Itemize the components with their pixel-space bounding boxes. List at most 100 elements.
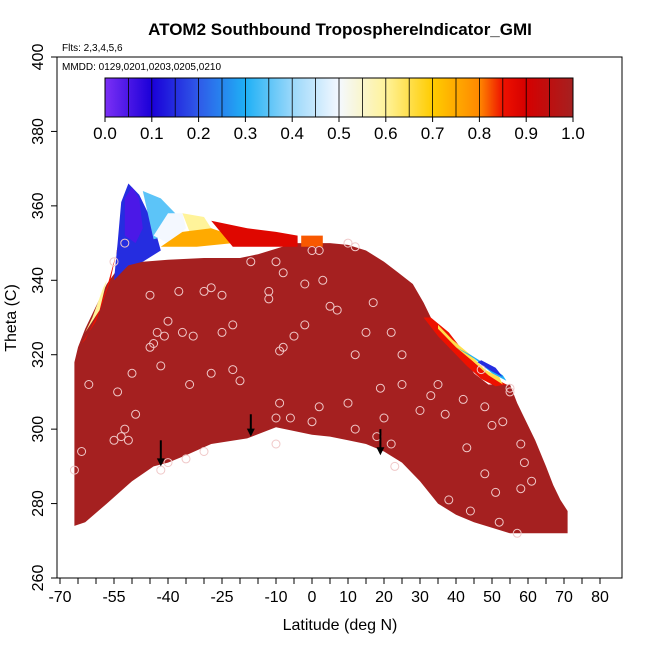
- observation-point: [325, 301, 335, 311]
- observation-point: [516, 439, 526, 449]
- plot-area: [69, 183, 568, 538]
- observation-point: [386, 327, 396, 337]
- observation-point: [163, 458, 173, 468]
- observation-point: [174, 286, 184, 296]
- observation-point: [343, 238, 353, 248]
- observation-point: [505, 383, 515, 393]
- colorbar-tick-label: 0.0: [93, 124, 117, 143]
- observation-point: [84, 380, 94, 389]
- observation-point: [199, 447, 209, 456]
- tropopause-arrow: [246, 414, 255, 437]
- observation-point: [109, 435, 119, 445]
- y-axis-label: Theta (C): [3, 284, 20, 352]
- y-axis: 260 280 300 320 340 360 380 400: [30, 44, 57, 592]
- colorbar-tick-label: 0.1: [140, 124, 164, 143]
- dates-label: MMDD: 0129,0201,0203,0205,0210: [62, 62, 221, 73]
- observation-point: [123, 435, 133, 445]
- observation-point: [77, 447, 87, 456]
- observation-point: [350, 424, 360, 434]
- observation-point: [120, 238, 130, 248]
- arrow-head: [246, 428, 255, 437]
- observation-point: [228, 365, 238, 375]
- arrow-head: [376, 447, 385, 456]
- x-tick-label: 40: [447, 589, 465, 606]
- observation-point: [156, 361, 166, 371]
- y-tick-label: 400: [30, 44, 47, 71]
- x-tick-label: 80: [591, 589, 609, 606]
- colorbar-tick-label: 0.4: [280, 124, 304, 143]
- x-axis: -70 -55 -40 -25 -10 0 10 20 30 40 50 60 70 80: [48, 578, 609, 606]
- observation-point: [415, 406, 425, 415]
- observation-point: [217, 327, 227, 337]
- tropopause-arrow: [376, 429, 385, 456]
- x-tick-label: 70: [555, 589, 573, 606]
- observation-point: [217, 290, 227, 300]
- colorbar-tick-label: 0.2: [187, 124, 211, 143]
- x-tick-label: 0: [308, 589, 317, 606]
- observation-point: [131, 409, 141, 419]
- y-tick-label: 340: [30, 267, 47, 294]
- indicator-patch: [211, 220, 298, 247]
- observation-point: [458, 394, 468, 404]
- observation-point: [314, 402, 324, 412]
- observation-point: [228, 320, 238, 330]
- observation-point: [307, 246, 317, 255]
- colorbar-tick-label: 0.9: [514, 124, 538, 143]
- x-tick-label: 20: [375, 589, 393, 606]
- x-tick-label: 10: [339, 589, 357, 606]
- observation-point: [491, 487, 501, 497]
- x-tick-label: -25: [210, 589, 233, 606]
- observation-point: [350, 242, 360, 252]
- y-tick-label: 260: [30, 565, 47, 592]
- y-tick-label: 360: [30, 192, 47, 219]
- y-tick-label: 380: [30, 118, 47, 145]
- observation-point: [163, 316, 173, 326]
- observation-point: [116, 432, 126, 442]
- flights-label: Flts: 2,3,4,5,6: [62, 43, 123, 54]
- colorbar-tick-label: 1.0: [561, 124, 585, 143]
- observation-point: [289, 331, 299, 341]
- observation-point: [386, 439, 396, 449]
- chart-title: ATOM2 Southbound TroposphereIndicator_GM…: [148, 20, 532, 39]
- troposphere-region: [74, 243, 568, 534]
- observation-point: [152, 327, 162, 337]
- x-axis-label: Latitude (deg N): [283, 617, 398, 634]
- observation-point: [127, 368, 137, 378]
- observation-point: [426, 391, 436, 401]
- plot-marks: [69, 183, 568, 538]
- observation-point: [271, 439, 281, 449]
- observation-point: [480, 402, 490, 412]
- observation-point: [440, 409, 450, 419]
- observation-point: [494, 517, 504, 527]
- observation-point: [246, 257, 256, 267]
- observation-point: [275, 346, 285, 356]
- indicator-patch: [301, 235, 323, 247]
- observation-point: [480, 469, 490, 479]
- observation-point: [271, 257, 281, 267]
- observation-point: [69, 465, 79, 475]
- observation-point: [199, 286, 209, 296]
- observation-point: [300, 279, 310, 289]
- observation-point: [181, 454, 191, 464]
- observation-point: [476, 365, 486, 375]
- observation-point: [314, 246, 324, 255]
- x-tick-label: 30: [411, 589, 429, 606]
- observation-point: [188, 331, 198, 341]
- tropopause-arrow: [156, 440, 165, 467]
- observation-point: [159, 331, 169, 341]
- observation-point: [505, 387, 515, 397]
- observation-point: [307, 417, 317, 427]
- indicator-patch: [477, 360, 503, 377]
- x-tick-label: -10: [264, 589, 287, 606]
- observation-point: [109, 257, 119, 267]
- observation-point: [444, 495, 454, 505]
- arrow-head: [156, 458, 165, 467]
- observation-point: [368, 298, 378, 308]
- observation-point: [397, 350, 407, 360]
- indicator-patch: [85, 280, 107, 333]
- colorbar-tick-label: 0.8: [468, 124, 492, 143]
- observation-point: [397, 380, 407, 389]
- observation-point: [177, 327, 187, 337]
- observation-point: [487, 420, 497, 430]
